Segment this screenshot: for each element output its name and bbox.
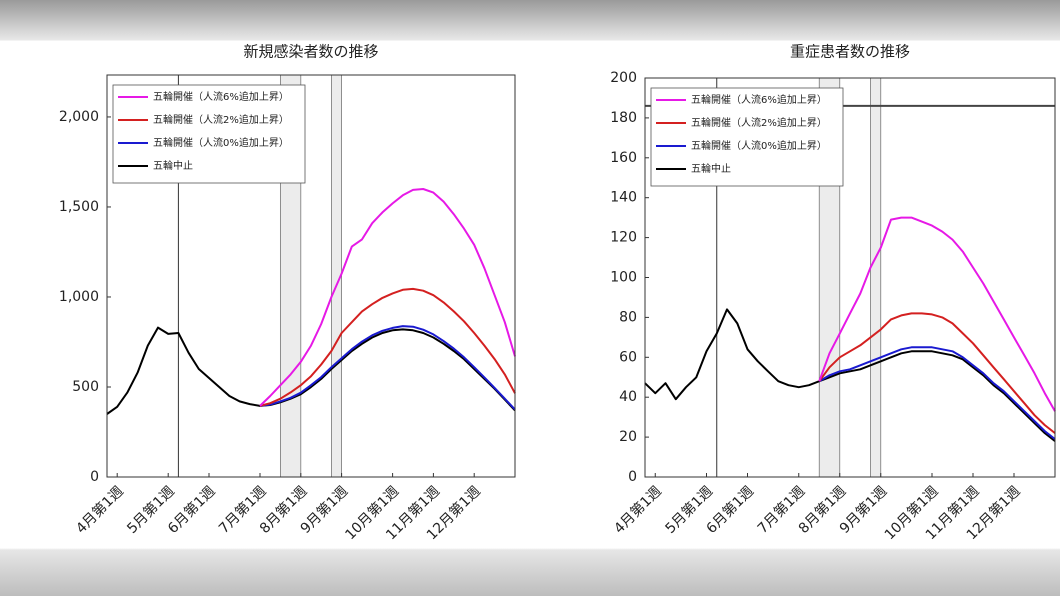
plot-frame — [644, 77, 1056, 478]
series-line — [106, 326, 516, 415]
y-tick-label: 2,000 — [59, 109, 99, 125]
series-line — [818, 346, 1056, 440]
y-tick-label: 0 — [628, 469, 637, 485]
y-tick-label: 60 — [619, 349, 637, 365]
y-tick-label: 40 — [619, 389, 637, 405]
series-line — [259, 287, 516, 407]
series-line — [259, 188, 516, 407]
legend-label: 五輪開催（人流0%追加上昇） — [691, 139, 827, 152]
series-line — [644, 308, 1056, 442]
y-tick-label: 120 — [610, 230, 637, 246]
y-tick-label: 1,500 — [59, 199, 99, 215]
chart-title: 重症患者数の推移 — [790, 43, 910, 61]
y-tick-label: 500 — [72, 379, 99, 395]
legend-label: 五輪開催（人流6%追加上昇） — [153, 90, 289, 103]
y-tick-label: 200 — [610, 70, 637, 86]
series-line — [818, 312, 1056, 434]
y-tick-label: 160 — [610, 150, 637, 166]
plot-frame — [106, 74, 516, 478]
legend-label: 五輪開催（人流2%追加上昇） — [153, 113, 289, 126]
legend-label: 五輪開催（人流2%追加上昇） — [691, 116, 827, 129]
legend-label: 五輪中止 — [153, 159, 193, 172]
series-line — [818, 216, 1056, 412]
y-tick-label: 180 — [610, 110, 637, 126]
y-tick-label: 20 — [619, 429, 637, 445]
y-tick-label: 1,000 — [59, 289, 99, 305]
y-tick-label: 80 — [619, 309, 637, 325]
series-line — [259, 325, 516, 411]
y-tick-label: 100 — [610, 270, 637, 286]
legend-label: 五輪開催（人流6%追加上昇） — [691, 93, 827, 106]
chart-title: 新規感染者数の推移 — [243, 43, 378, 61]
legend-label: 五輪開催（人流0%追加上昇） — [153, 136, 289, 149]
period-band — [870, 77, 882, 478]
x-tick-label: 4月第1週 — [73, 483, 127, 537]
y-tick-label: 0 — [90, 469, 99, 485]
legend-label: 五輪中止 — [691, 162, 731, 175]
y-tick-label: 140 — [610, 190, 637, 206]
x-tick-label: 4月第1週 — [611, 483, 665, 537]
